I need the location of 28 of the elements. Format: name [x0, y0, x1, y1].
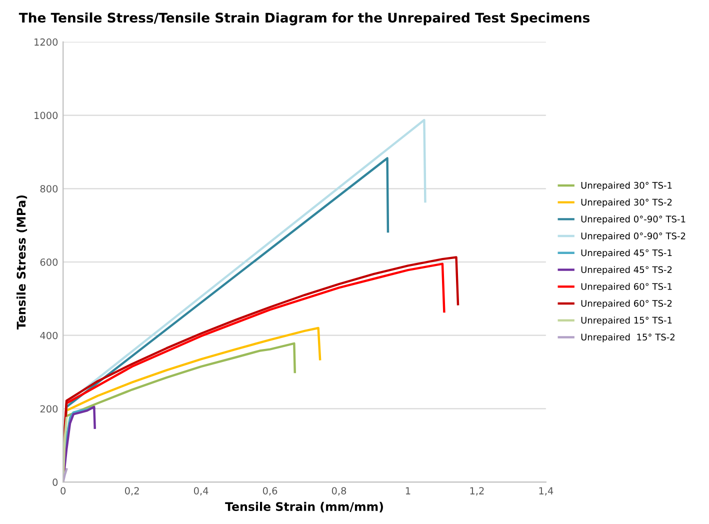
- x-tick-label: 1: [406, 487, 410, 494]
- x-tick-label: 0: [60, 487, 66, 494]
- legend-label: Unrepaired 30° TS-1: [581, 182, 672, 190]
- x-axis-title: Tensile Strain (mm/mm): [225, 502, 383, 512]
- legend-label: Unrepaired 30° TS-2: [581, 198, 672, 208]
- legend-label: Unrepaired 0°-90° TS-1: [581, 215, 686, 224]
- y-tick-label: 200: [40, 405, 58, 413]
- legend-label: Unrepaired 60° TS-2: [581, 300, 672, 309]
- x-tick-label: 0,8: [332, 487, 346, 496]
- x-tick-label: 0,2: [124, 487, 139, 496]
- legend-label: Unrepaired 15° TS-1: [581, 316, 672, 326]
- y-tick-label: 1000: [34, 112, 58, 120]
- legend-label: Unrepaired 0°-90° TS-2: [581, 232, 686, 242]
- y-tick-label: 800: [40, 185, 58, 192]
- x-tick-label: 0,6: [262, 487, 278, 496]
- x-tick-label: 1,4: [539, 487, 554, 496]
- legend-label: Unrepaired 15° TS-2: [581, 334, 674, 342]
- legend-label: Unrepaired 45° TS-1: [581, 249, 672, 258]
- x-tick-label: 0,4: [194, 487, 208, 496]
- chart-title: The Tensile Stress/Tensile Strain Diagram for the Unrepaired Test Specimens: [18, 12, 590, 26]
- y-tick-label: 400: [40, 332, 58, 340]
- y-tick-label: 0: [52, 478, 58, 486]
- y-tick-label: 600: [40, 258, 58, 266]
- x-tick-label: 1,2: [470, 487, 484, 496]
- y-axis-title: Tensile Stress (MPa): [16, 195, 28, 330]
- y-tick-label: 1200: [34, 38, 58, 46]
- legend-label: Unrepaired 60° TS-1: [581, 282, 672, 292]
- legend-label: Unrepaired 45° TS-2: [581, 266, 672, 275]
